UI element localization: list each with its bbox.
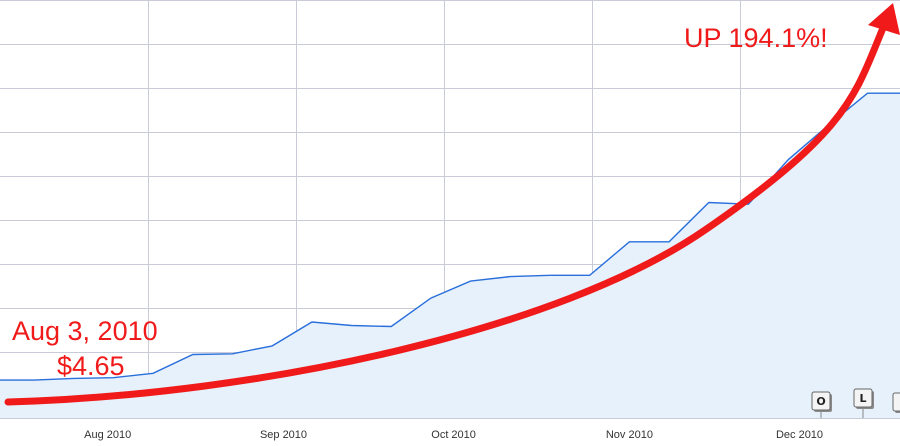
event-marker[interactable]: O [811, 391, 832, 418]
trend-arrow [4, 3, 900, 406]
event-marker[interactable] [892, 392, 900, 418]
trend-arrow-curve [4, 24, 887, 406]
event-marker-box [892, 392, 900, 412]
trend-arrow-head [868, 3, 900, 35]
event-marker-label: O [816, 395, 825, 408]
event-marker[interactable]: L [853, 388, 874, 418]
start-date-annotation: Aug 3, 2010 [12, 316, 158, 346]
x-tick-label: Dec 2010 [776, 429, 823, 441]
event-marker-box [853, 388, 873, 408]
x-tick-label: Nov 2010 [606, 429, 653, 441]
start-price-annotation: $4.65 [57, 351, 125, 381]
x-tick-label: Sep 2010 [260, 429, 307, 441]
x-axis-ticks: Aug 2010 Sep 2010 Oct 2010 Nov 2010 Dec 2010 [84, 429, 823, 441]
change-annotation: UP 194.1%! [684, 23, 828, 53]
x-tick-label: Oct 2010 [431, 429, 476, 441]
event-marker-label: L [859, 392, 866, 405]
event-marker-box [811, 391, 831, 411]
x-tick-label: Aug 2010 [84, 429, 131, 441]
price-area-fill [0, 93, 900, 418]
